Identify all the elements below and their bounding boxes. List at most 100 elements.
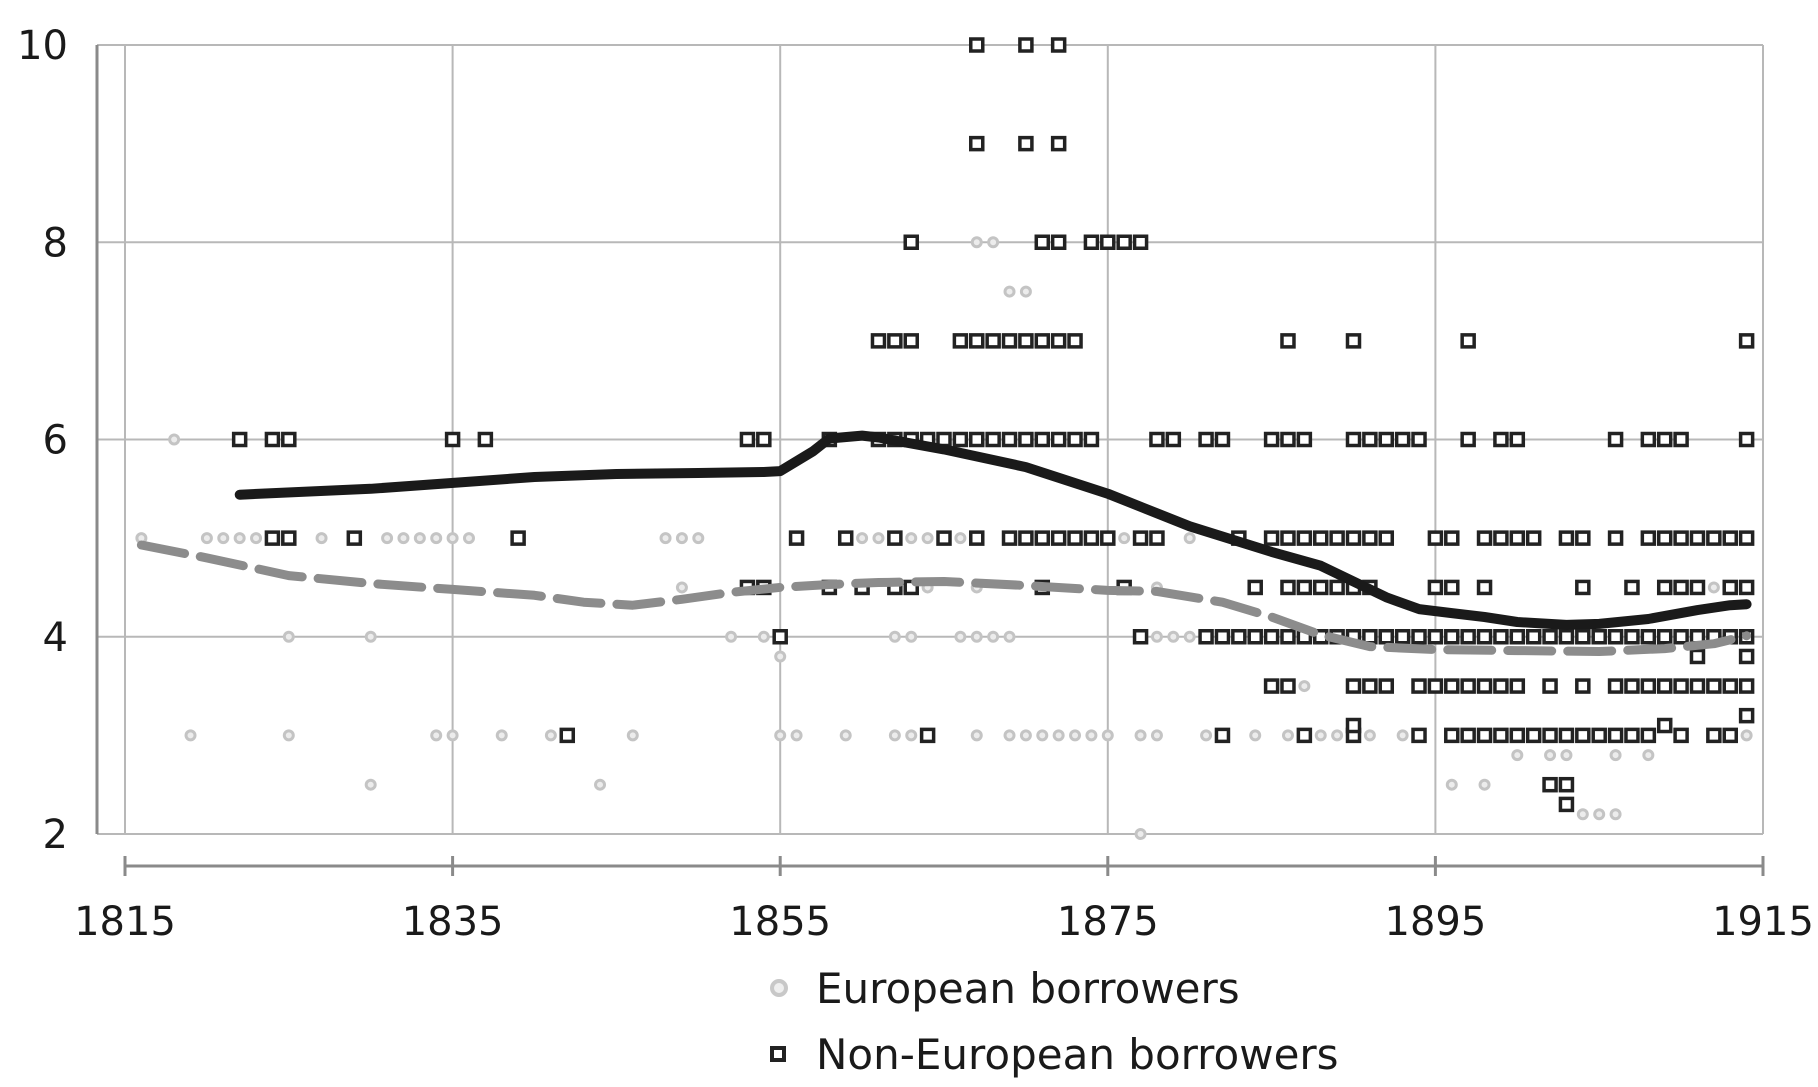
legend-circle-icon — [770, 979, 816, 997]
y-tick-label-10: 10 — [17, 23, 68, 69]
point-non-european — [1329, 530, 1345, 546]
point-non-european — [1296, 579, 1313, 596]
point-european — [1003, 630, 1016, 643]
legend: European borrowers Non-European borrower… — [770, 955, 1339, 1087]
point-non-european — [1460, 678, 1476, 694]
point-non-european — [952, 431, 969, 448]
legend-square-icon — [770, 1046, 816, 1062]
point-non-european — [1591, 727, 1607, 744]
point-non-european — [1247, 579, 1263, 596]
point-non-european — [346, 530, 363, 546]
point-non-european — [1280, 530, 1296, 546]
point-non-european — [1722, 579, 1738, 596]
point-non-european — [1001, 431, 1018, 448]
point-non-european — [1034, 431, 1051, 448]
point-non-european — [1018, 37, 1034, 53]
point-european — [446, 729, 459, 742]
point-non-european — [969, 530, 985, 546]
point-non-european — [1656, 629, 1673, 645]
point-non-european — [1493, 431, 1509, 448]
point-non-european — [887, 333, 903, 349]
point-non-european — [1132, 530, 1149, 546]
point-non-european — [1263, 530, 1280, 546]
point-non-european — [1132, 629, 1149, 645]
point-european — [1560, 749, 1573, 762]
point-european — [1134, 828, 1147, 840]
point-non-european — [1263, 431, 1280, 448]
point-european — [1101, 729, 1114, 742]
point-european — [774, 650, 787, 663]
point-european — [168, 433, 181, 446]
point-european — [1642, 749, 1655, 762]
point-european — [1085, 729, 1098, 742]
point-non-european — [1050, 530, 1067, 546]
point-non-european — [1296, 530, 1313, 546]
point-european — [1052, 729, 1065, 742]
point-european — [462, 532, 475, 545]
point-non-european — [1656, 678, 1673, 694]
point-non-european — [1476, 530, 1493, 546]
point-non-european — [969, 135, 985, 152]
point-non-european — [1575, 678, 1591, 694]
point-european — [1331, 729, 1344, 742]
point-non-european — [1378, 431, 1395, 448]
point-non-european — [1378, 629, 1395, 645]
point-european — [1314, 729, 1327, 742]
point-european — [1183, 532, 1196, 545]
point-european — [1396, 729, 1409, 742]
point-non-european — [1444, 727, 1460, 744]
point-non-european — [1460, 727, 1476, 744]
point-non-european — [1460, 629, 1476, 645]
point-non-european — [1312, 579, 1329, 596]
point-non-european — [1345, 717, 1362, 734]
point-non-european — [1444, 629, 1460, 645]
point-non-european — [1362, 678, 1378, 694]
axes — [95, 45, 1765, 876]
point-european — [1003, 729, 1016, 742]
point-non-european — [887, 530, 903, 546]
point-non-european — [837, 530, 854, 546]
point-non-european — [969, 333, 985, 349]
point-non-european — [1640, 431, 1657, 448]
point-non-european — [1558, 796, 1575, 813]
point-european — [954, 630, 967, 643]
point-non-european — [1722, 727, 1738, 744]
point-non-european — [1738, 530, 1755, 546]
point-non-european — [985, 333, 1001, 349]
point-non-european — [1214, 727, 1231, 744]
point-european — [1019, 729, 1032, 742]
point-european — [905, 532, 918, 545]
point-non-european — [1427, 530, 1444, 546]
point-non-european — [1067, 431, 1083, 448]
point-european — [1544, 749, 1557, 762]
point-non-european — [281, 431, 297, 448]
point-non-european — [1034, 530, 1051, 546]
point-non-european — [1280, 579, 1296, 596]
point-non-european — [1165, 431, 1182, 448]
point-non-european — [1018, 135, 1034, 152]
trend-line-non-european — [234, 430, 1752, 630]
point-european — [413, 532, 426, 545]
point-european — [1478, 778, 1491, 791]
point-non-european — [1689, 530, 1706, 546]
point-non-european — [1312, 530, 1329, 546]
point-non-european — [1411, 629, 1427, 645]
point-european — [905, 729, 918, 742]
point-non-european — [952, 333, 969, 349]
point-non-european — [969, 431, 985, 448]
point-non-european — [1656, 530, 1673, 546]
legend-item-european: European borrowers — [770, 955, 1339, 1021]
point-non-european — [1624, 629, 1640, 645]
point-non-european — [1083, 431, 1100, 448]
point-non-european — [919, 727, 936, 744]
point-non-european — [1345, 431, 1362, 448]
point-non-european — [1673, 629, 1689, 645]
y-tick-label-6: 6 — [43, 418, 68, 464]
point-non-european — [1132, 234, 1149, 250]
point-non-european — [985, 431, 1001, 448]
point-non-european — [1214, 629, 1231, 645]
point-non-european — [1673, 579, 1689, 596]
point-european — [675, 581, 688, 594]
point-european — [757, 630, 770, 643]
point-non-european — [1673, 530, 1689, 546]
